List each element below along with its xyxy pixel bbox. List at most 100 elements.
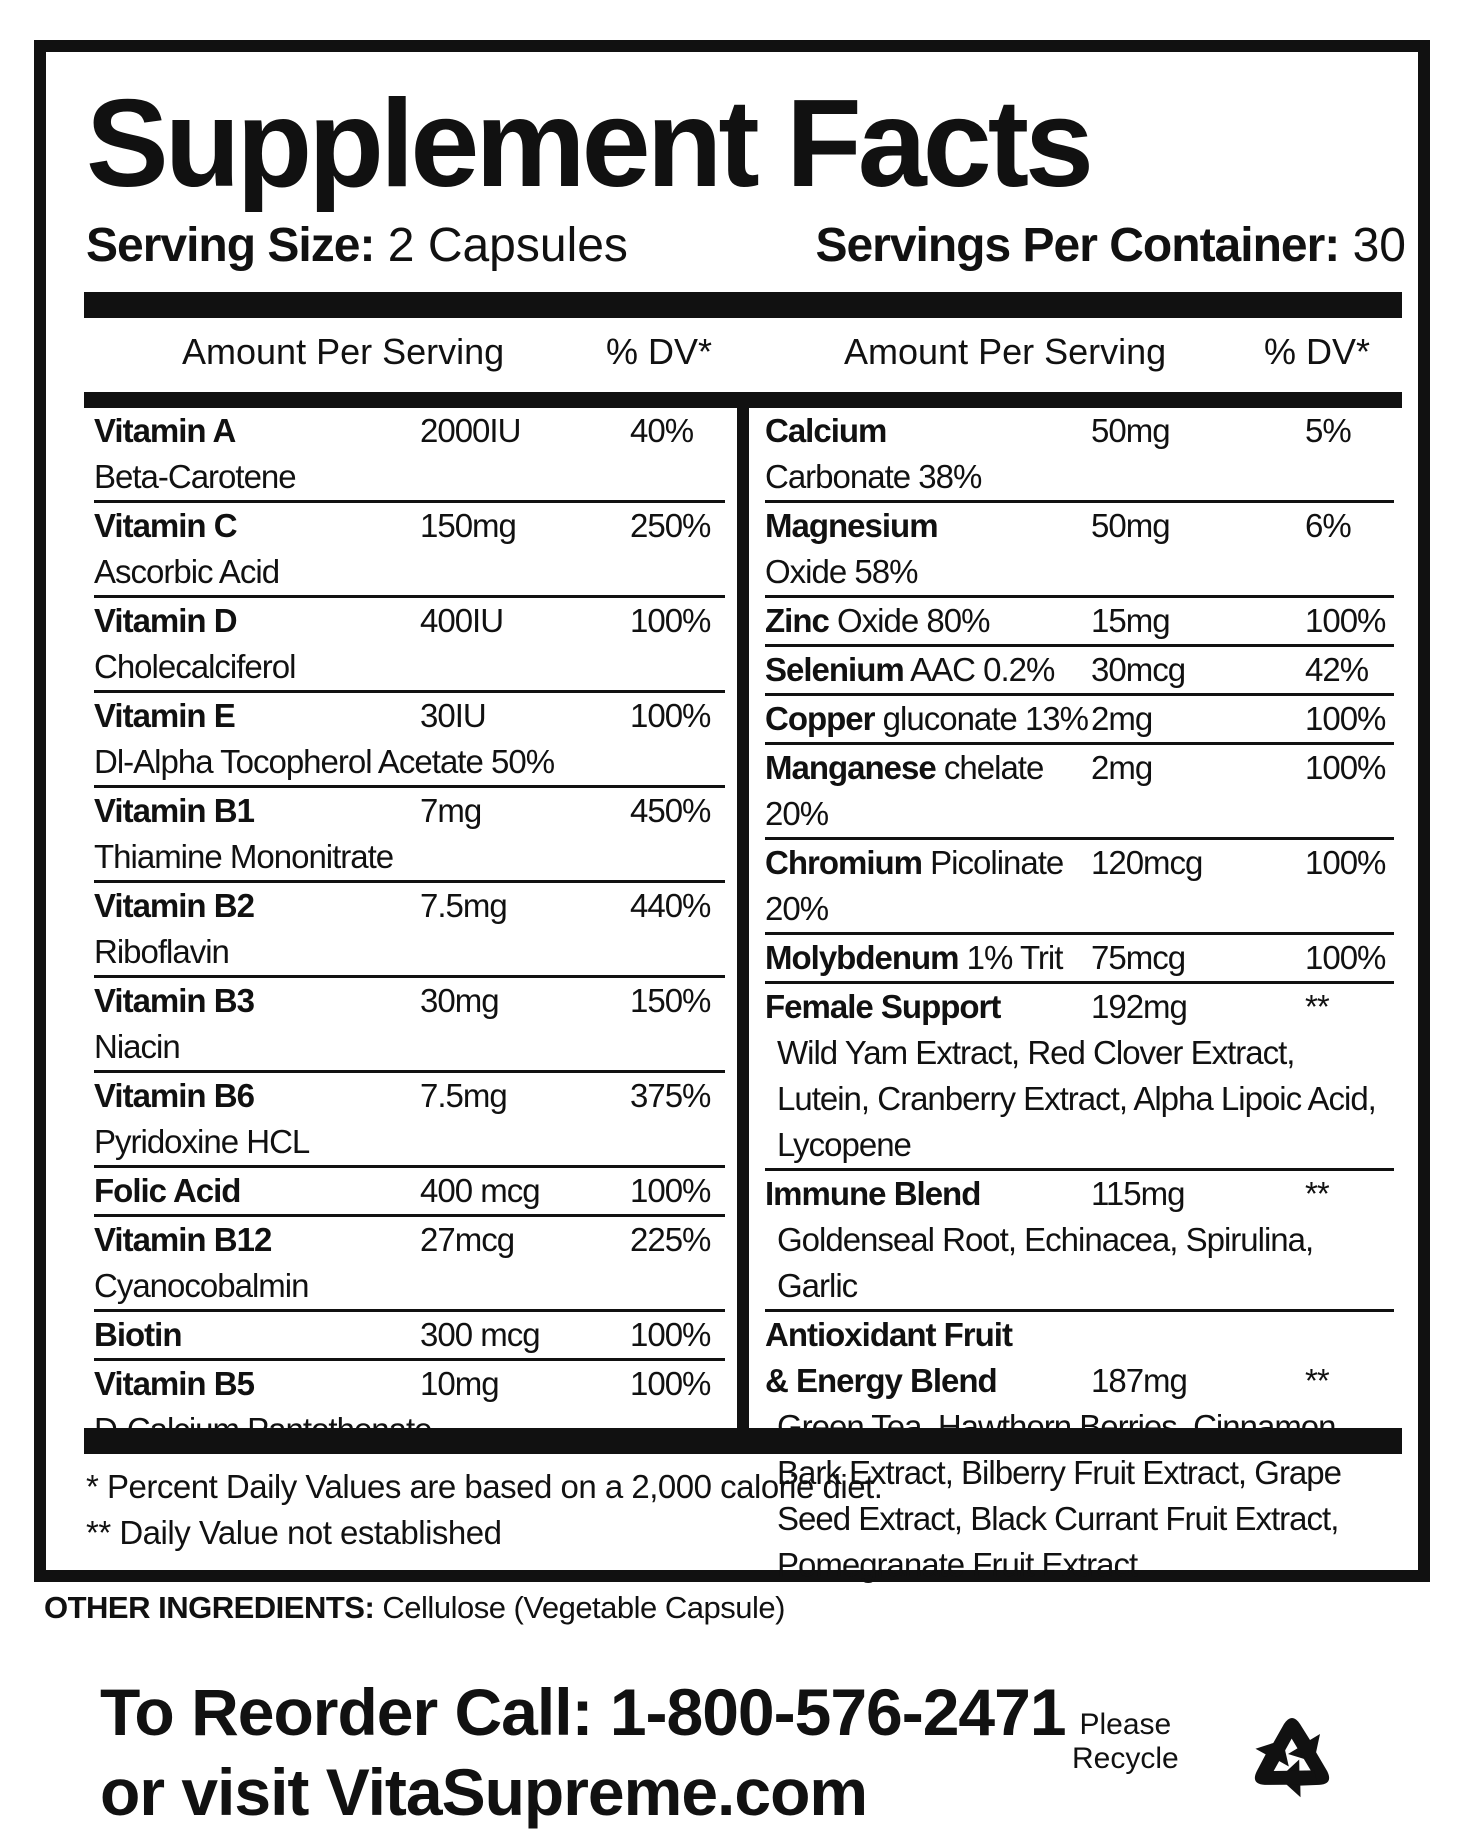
nutrient-name: Vitamin B6 bbox=[94, 1077, 255, 1114]
left-column: Vitamin A 2000IU 40% Beta-Carotene Vitamin C… bbox=[84, 408, 749, 1448]
amount: 120mcg bbox=[1091, 844, 1203, 881]
nutrient-row: Vitamin B1 7mg 450% Thiamine Mononitrate bbox=[94, 788, 725, 883]
column-header: Amount Per Serving bbox=[182, 331, 505, 372]
footnotes: * Percent Daily Values are based on a 2,… bbox=[86, 1464, 883, 1556]
nutrient-detail: Ascorbic Acid bbox=[94, 553, 280, 590]
recycle-text: Please Recycle bbox=[1072, 1708, 1179, 1776]
nutrient-row: Vitamin B3 30mg 150% Niacin bbox=[94, 978, 725, 1073]
name-cell: Vitamin C bbox=[94, 503, 420, 549]
daily-value: 150% bbox=[630, 982, 711, 1019]
ingredients: Wild Yam Extract, Red Clover Extract, Lu… bbox=[777, 1034, 1377, 1163]
reorder-line: To Reorder Call: 1-800-576-2471 bbox=[100, 1675, 1067, 1749]
row-line: Female Support 192mg ** bbox=[765, 984, 1394, 1030]
label: Servings Per Container: bbox=[815, 219, 1340, 272]
nutrient-row: Vitamin A 2000IU 40% Beta-Carotene bbox=[94, 408, 725, 503]
row-line: Magnesium 50mg 6% bbox=[765, 503, 1394, 549]
row-line: Molybdenum 1% Trit 75mcg 100% bbox=[765, 935, 1394, 981]
daily-value: 375% bbox=[630, 1077, 711, 1114]
row-line: Antioxidant Fruit bbox=[765, 1312, 1394, 1358]
nutrient-name: Vitamin D bbox=[94, 602, 238, 639]
nutrient-detail: Carbonate 38% bbox=[765, 458, 982, 495]
daily-value: 450% bbox=[630, 792, 711, 829]
name-cell: Zinc Oxide 80% bbox=[765, 598, 1091, 644]
name-cell: Vitamin E bbox=[94, 693, 420, 739]
name-cell: Vitamin B5 bbox=[94, 1361, 420, 1407]
name-cell: & Energy Blend bbox=[765, 1358, 1091, 1404]
title: Supplement Facts bbox=[86, 75, 1094, 213]
nutrient-name: Vitamin B3 bbox=[94, 982, 255, 1019]
nutrient-name: Zinc bbox=[765, 602, 830, 639]
nutrient-detail: 1% Trit bbox=[966, 939, 1064, 976]
nutrient-row: Biotin 300 mcg 100% bbox=[94, 1312, 725, 1361]
rule bbox=[84, 1428, 1402, 1454]
nutrient-detail: Dl-Alpha Tocopherol Acetate 50% bbox=[94, 743, 555, 780]
name-cell: Selenium AAC 0.2% bbox=[765, 647, 1091, 693]
nutrient-detail: Oxide 58% bbox=[765, 553, 918, 590]
amount: 2000IU bbox=[420, 412, 521, 449]
serving-size: Serving Size: 2 Capsules bbox=[86, 222, 628, 270]
nutrient-row: Immune Blend 115mg ** Goldenseal Root, Echi… bbox=[765, 1171, 1394, 1312]
name-cell: Vitamin A bbox=[94, 408, 420, 454]
recycle-icon bbox=[1254, 1718, 1330, 1798]
amount: 187mg bbox=[1091, 1362, 1188, 1399]
daily-value: 100% bbox=[1305, 749, 1386, 786]
name-cell: Vitamin B2 bbox=[94, 883, 420, 929]
nutrient-name: & Energy Blend bbox=[765, 1362, 998, 1399]
row-line: Vitamin B6 7.5mg 375% bbox=[94, 1073, 725, 1119]
nutrient-name: Vitamin C bbox=[94, 507, 238, 544]
nutrient-detail: Cholecalciferol bbox=[94, 648, 296, 685]
nutrient-name: Vitamin E bbox=[94, 697, 236, 734]
daily-value: 5% bbox=[1305, 412, 1352, 449]
amount: 75mcg bbox=[1091, 939, 1186, 976]
daily-value: ** bbox=[1305, 1175, 1330, 1212]
amount: 192mg bbox=[1091, 988, 1188, 1025]
name-cell: Female Support bbox=[765, 984, 1091, 1030]
nutrient-name: Vitamin B5 bbox=[94, 1365, 255, 1402]
row-line: Vitamin B1 7mg 450% bbox=[94, 788, 725, 834]
nutrient-name: Calcium bbox=[765, 412, 887, 449]
nutrient-row: Vitamin D 400IU 100% Cholecalciferol bbox=[94, 598, 725, 693]
nutrient-detail: Picolinate 20% bbox=[765, 844, 1064, 927]
name-cell: Biotin bbox=[94, 1312, 420, 1358]
name-cell: Vitamin B3 bbox=[94, 978, 420, 1024]
amount: 2mg bbox=[1091, 700, 1153, 737]
name-cell: Chromium Picolinate 20% bbox=[765, 840, 1091, 932]
row-line: Manganese chelate 20% 2mg 100% bbox=[765, 745, 1394, 837]
nutrient-detail: Beta-Carotene bbox=[94, 458, 297, 495]
daily-value: ** bbox=[1305, 1362, 1330, 1399]
daily-value: 100% bbox=[1305, 602, 1386, 639]
arrows bbox=[1254, 1718, 1330, 1798]
amount: 50mg bbox=[1091, 507, 1171, 544]
row-line: Calcium 50mg 5% bbox=[765, 408, 1394, 454]
serving-line: Serving Size: 2 Capsules Servings Per Co… bbox=[86, 222, 1406, 270]
right-column: Calcium 50mg 5% Carbonate 38% Magnesium 50mg 6… bbox=[749, 408, 1402, 1583]
daily-value: 6% bbox=[1305, 507, 1352, 544]
name-cell: Molybdenum 1% Trit bbox=[765, 935, 1091, 981]
daily-value: 100% bbox=[630, 1316, 711, 1353]
label: OTHER INGREDIENTS: bbox=[44, 1590, 375, 1625]
row-line: Folic Acid 400 mcg 100% bbox=[94, 1168, 725, 1214]
row-line: Copper gluconate 13% 2mg 100% bbox=[765, 696, 1394, 742]
name-cell: Vitamin B1 bbox=[94, 788, 420, 834]
nutrient-name: Vitamin B1 bbox=[94, 792, 255, 829]
reorder-line: or visit VitaSupreme.com bbox=[100, 1755, 868, 1829]
nutrient-row: Copper gluconate 13% 2mg 100% bbox=[765, 696, 1394, 745]
column-header: % DV* bbox=[606, 331, 713, 372]
row-line: Vitamin A 2000IU 40% bbox=[94, 408, 725, 454]
nutrient-name: Antioxidant Fruit bbox=[765, 1316, 1013, 1353]
nutrient-row: Vitamin E 30IU 100% Dl-Alpha Tocopherol Ace… bbox=[94, 693, 725, 788]
daily-value: 100% bbox=[1305, 939, 1386, 976]
nutrient-name: Chromium bbox=[765, 844, 923, 881]
name-cell: Folic Acid bbox=[94, 1168, 420, 1214]
footnote: * Percent Daily Values are based on a 2,… bbox=[86, 1468, 883, 1505]
name-cell: Antioxidant Fruit bbox=[765, 1312, 1091, 1358]
column-header: % DV* bbox=[1264, 331, 1371, 372]
nutrient-row: Selenium AAC 0.2% 30mcg 42% bbox=[765, 647, 1394, 696]
servings-per-container: Servings Per Container: 30 bbox=[815, 222, 1406, 270]
nutrient-detail: Niacin bbox=[94, 1028, 181, 1065]
row-line: Vitamin B3 30mg 150% bbox=[94, 978, 725, 1024]
nutrient-row: Vitamin C 150mg 250% Ascorbic Acid bbox=[94, 503, 725, 598]
row-line: Vitamin B2 7.5mg 440% bbox=[94, 883, 725, 929]
recycle-line: Recycle bbox=[1072, 1742, 1179, 1775]
